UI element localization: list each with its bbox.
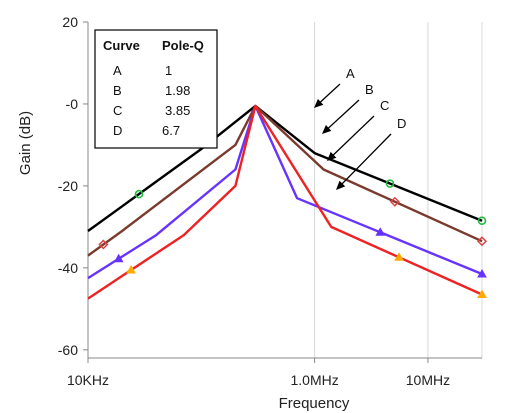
callout-arrowhead (322, 125, 332, 134)
series-marker (126, 264, 136, 274)
callout-label: A (346, 66, 355, 81)
y-tick-label: -0 (66, 96, 79, 112)
legend-box (94, 29, 218, 149)
callout-arrowhead (336, 180, 346, 190)
legend-row-q: 6.7 (162, 123, 180, 138)
series-marker (477, 216, 487, 226)
series-marker (476, 236, 488, 247)
x-tick-label: 10KHz (67, 372, 109, 388)
callout-arrowhead (327, 151, 337, 161)
x-tick-label: 1.0MHz (291, 372, 339, 388)
callout-arrow-line (316, 83, 341, 106)
y-tick-label: 20 (62, 14, 78, 30)
series-line-d (87, 104, 483, 300)
legend: Curve Pole-Q A 1 B 1.98 C 3.85 D 6.7 (94, 29, 218, 149)
series-marker (477, 289, 487, 298)
legend-row-curve: C (113, 103, 122, 118)
series-marker (477, 268, 487, 278)
series-marker (113, 253, 124, 263)
series-marker (134, 189, 144, 199)
legend-row-curve: B (113, 83, 122, 98)
legend-row-q: 1 (165, 63, 172, 78)
legend-header-q: Pole-Q (162, 38, 204, 53)
callout-arrowhead (314, 99, 324, 108)
callout-arrow-line (324, 99, 360, 132)
callout-label: B (365, 82, 374, 97)
series-marker (394, 252, 404, 261)
series-line-c (87, 104, 483, 280)
y-tick-label: -20 (58, 178, 78, 194)
series-marker (375, 227, 386, 236)
series-line-b (87, 104, 483, 257)
y-tick-label: -60 (58, 342, 78, 358)
legend-row-curve: D (113, 123, 122, 138)
callout-label: C (380, 98, 389, 113)
y-tick-label: -40 (58, 260, 78, 276)
series-marker (389, 196, 400, 207)
series-group (87, 104, 483, 300)
legend-header-curve: Curve (103, 38, 140, 53)
callout-label: D (397, 116, 406, 131)
y-axis-title: Gain (dB) (17, 111, 34, 175)
series-marker (98, 239, 109, 250)
legend-row-q: 3.85 (165, 103, 190, 118)
x-axis-title: Frequency (279, 395, 350, 412)
legend-row-curve: A (113, 63, 122, 78)
axes: 20 -0 -20 -40 -60 10KHz 1.0MHz 10MHz (58, 14, 482, 388)
legend-row-q: 1.98 (165, 83, 190, 98)
marker-group (98, 179, 488, 298)
series-marker (385, 179, 395, 188)
x-tick-label: 10MHz (406, 372, 450, 388)
callout-arrow-line (338, 133, 392, 188)
callout-arrow-line (329, 115, 375, 159)
